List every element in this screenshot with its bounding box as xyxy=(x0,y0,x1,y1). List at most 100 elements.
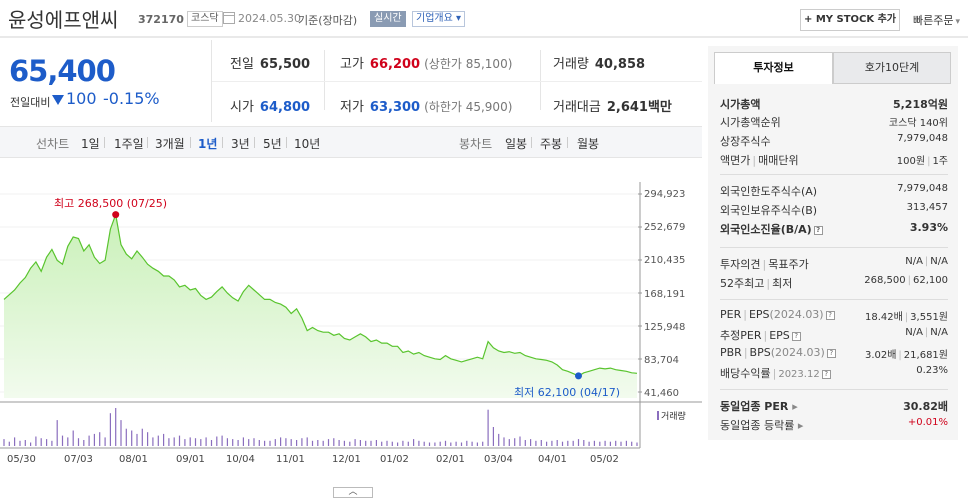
volume-bar xyxy=(120,420,122,446)
x-tick: 03/04 xyxy=(484,454,513,465)
quote-basis: 기준(장마감) xyxy=(298,14,358,27)
tab-orderbook-10[interactable]: 호가10단계 xyxy=(833,52,951,84)
shares-row: 상장주식수 7,979,048 xyxy=(720,133,948,151)
volume-bar xyxy=(577,439,580,446)
help-icon[interactable]: ? xyxy=(826,349,836,358)
volume-bar xyxy=(253,438,255,446)
help-icon[interactable]: ? xyxy=(825,311,835,320)
pbr-row: PBR | BPS(2024.03)? 3.02배 | 21,681원 xyxy=(720,346,948,361)
row-label: 매매단위 xyxy=(758,154,799,167)
x-tick: 02/01 xyxy=(436,454,465,465)
volume-bar xyxy=(3,439,5,446)
volume-bar xyxy=(423,441,425,446)
period-1y[interactable]: 1년 xyxy=(198,137,218,151)
period-10y[interactable]: 10년 xyxy=(294,137,321,151)
row-value: 268,500 xyxy=(864,275,906,286)
volume-bar xyxy=(104,437,106,446)
stock-name: 윤성에프앤씨 xyxy=(8,8,119,32)
divider xyxy=(567,137,568,148)
row-value: N/A xyxy=(905,256,923,267)
stock-header: 윤성에프앤씨 372170 코스닥 2024.05.30 기준(장마감) 실시간… xyxy=(0,0,968,38)
volume-bar xyxy=(567,440,569,446)
help-icon[interactable]: ? xyxy=(821,370,831,379)
quick-order-button[interactable]: 빠른주문 xyxy=(913,12,960,28)
row-value: +0.01% xyxy=(907,417,948,428)
volume-bar xyxy=(349,441,351,446)
volume-bar xyxy=(551,440,553,446)
volume-bar xyxy=(194,438,197,446)
candle-chart-label: 봉차트 xyxy=(459,137,493,151)
volume-bar xyxy=(35,436,37,446)
volume-bar xyxy=(583,440,585,446)
volume-bar xyxy=(189,437,191,446)
company-info-button[interactable]: 기업개요 ▾ xyxy=(412,11,465,27)
volume-bar xyxy=(556,440,558,446)
stock-code: 372170 xyxy=(138,13,184,26)
period-1w[interactable]: 1주일 xyxy=(114,137,144,151)
volume-bar xyxy=(593,440,595,446)
y-tick: 83,704 xyxy=(644,355,679,366)
period-1d[interactable]: 1일 xyxy=(81,137,100,151)
row-label: PER xyxy=(720,308,742,321)
volume-bar xyxy=(604,440,606,446)
period-note: (2024.03) xyxy=(770,346,825,359)
foreign-ratio-row: 외국인소진율(B/A)? 3.93% xyxy=(720,221,948,239)
volume-bar xyxy=(173,437,175,446)
volume-bar xyxy=(631,441,633,446)
volume-bar xyxy=(290,439,292,446)
volume-bar xyxy=(178,435,181,446)
upper-limit: (상한가 85,100) xyxy=(424,57,513,71)
change-percent: -0.15% xyxy=(103,89,160,108)
row-label: 외국인보유주식수(B) xyxy=(720,204,818,217)
volume-bar xyxy=(61,435,64,446)
add-mystock-button[interactable]: + MY STOCK 추가 xyxy=(800,9,900,31)
period-3m[interactable]: 3개월 xyxy=(155,137,185,151)
volume-bar xyxy=(19,440,21,446)
investment-info-panel: 투자정보 호가10단계 시가총액 5,218억원 시가총액순위 코스닥 140위… xyxy=(708,46,958,440)
tab-investment-info[interactable]: 투자정보 xyxy=(714,52,833,84)
quote-label: 고가 xyxy=(340,57,364,72)
collapse-chart-button[interactable]: ︿ xyxy=(333,487,373,498)
volume-bar xyxy=(93,433,95,446)
volume-bar xyxy=(530,439,532,446)
high-annotation: 최고 268,500 (07/25) xyxy=(54,197,168,210)
period-5y[interactable]: 5년 xyxy=(263,137,282,151)
period-3y[interactable]: 3년 xyxy=(231,137,250,151)
volume-bar xyxy=(163,433,165,446)
volume-bar xyxy=(232,439,234,446)
volume-bar xyxy=(168,438,170,446)
volume-bar xyxy=(258,440,260,446)
help-icon[interactable]: ? xyxy=(813,226,823,235)
row-value: 7,979,048 xyxy=(897,183,948,194)
volume-bar xyxy=(540,440,542,446)
candle-weekly[interactable]: 주봉 xyxy=(540,137,563,151)
volume-bar xyxy=(333,438,335,446)
quote-value: 40,858 xyxy=(594,57,646,72)
y-tick: 168,191 xyxy=(644,289,686,300)
candle-monthly[interactable]: 월봉 xyxy=(577,137,600,151)
low-annotation: 최저 62,100 (04/17) xyxy=(514,386,621,399)
help-icon[interactable]: ? xyxy=(791,332,801,341)
sector-per-row: 동일업종 PER ▸ 30.82배 xyxy=(720,398,948,416)
row-value: 62,100 xyxy=(913,275,948,286)
volume-bar xyxy=(514,438,516,446)
volume-bar xyxy=(131,430,133,446)
volume-bar xyxy=(77,438,80,446)
volume-bar xyxy=(386,440,388,446)
volume-bar xyxy=(56,420,58,446)
x-tick: 08/01 xyxy=(119,454,148,465)
est-per-row: 추정PER | EPS? N/A | N/A xyxy=(720,327,948,342)
row-label: PBR xyxy=(720,346,742,359)
volume-bar xyxy=(115,408,117,446)
volume-bar xyxy=(466,440,468,446)
quote-date: 2024.05.30 xyxy=(238,12,301,25)
opinion-row: 투자의견 | 목표주가 N/A | N/A xyxy=(720,256,948,271)
volume-bar xyxy=(450,442,452,446)
divider xyxy=(190,137,191,148)
per-row: PER | EPS(2024.03)? 18.42배 | 3,551원 xyxy=(720,308,948,323)
candle-daily[interactable]: 일봉 xyxy=(505,137,528,151)
price-chart[interactable]: 294,923 252,679 210,435 168,191 125,948 … xyxy=(0,158,702,500)
volume-bar xyxy=(381,441,383,446)
realtime-button[interactable]: 실시간 xyxy=(370,11,406,27)
divider xyxy=(324,50,325,110)
